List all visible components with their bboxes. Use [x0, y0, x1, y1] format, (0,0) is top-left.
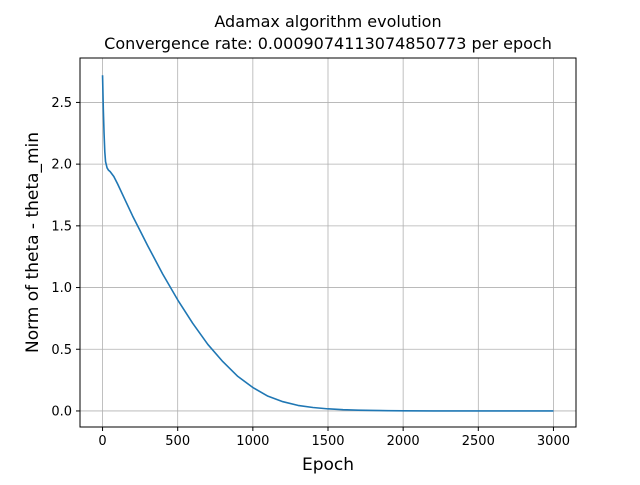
x-tick-label: 3000	[537, 434, 570, 449]
x-axis-label: Epoch	[302, 455, 354, 475]
x-tick-label: 500	[165, 434, 190, 449]
grid	[80, 58, 576, 427]
series-line	[101, 75, 554, 412]
y-tick-label: 0.5	[51, 343, 72, 358]
x-tick-label: 2000	[387, 434, 420, 449]
y-tick-label: 0.0	[51, 404, 72, 419]
chart-subtitle: Convergence rate: 0.0009074113074850773 …	[104, 34, 552, 53]
series-layer	[101, 75, 554, 412]
x-tick-label: 1500	[311, 434, 344, 449]
y-axis-label: Norm of theta - theta_min	[23, 132, 43, 353]
x-tick-label: 0	[98, 434, 106, 449]
ticks: 0 500 1000 1500 2000 2500 3000 0.0 0.5 1.0 1.5 2.0 2…	[51, 96, 570, 449]
y-tick-label: 1.0	[51, 281, 72, 296]
chart-title: Adamax algorithm evolution	[214, 12, 441, 31]
y-tick-label: 2.0	[51, 158, 72, 173]
x-tick-label: 1000	[236, 434, 269, 449]
y-tick-label: 1.5	[51, 219, 72, 234]
x-tick-label: 2500	[462, 434, 495, 449]
y-tick-label: 2.5	[51, 96, 72, 111]
